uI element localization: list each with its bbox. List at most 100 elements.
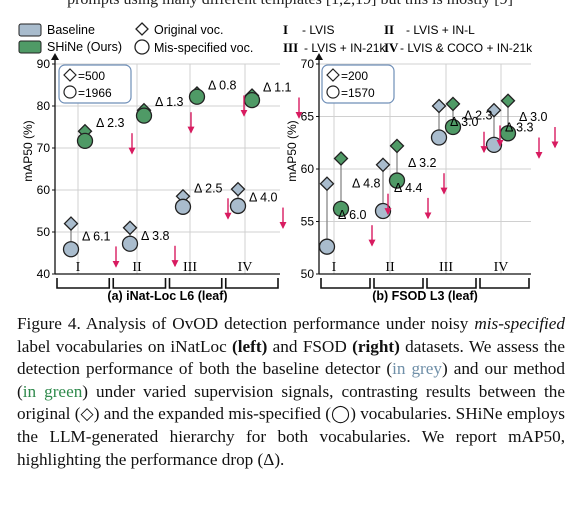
circle-icon: ◯	[330, 404, 351, 424]
category-bracket	[112, 278, 167, 289]
baseline-misspecified-point	[174, 198, 192, 215]
shine-misspecified-point	[332, 200, 350, 218]
baseline-original-point	[375, 157, 391, 173]
delta-label: Δ 3.3	[505, 121, 534, 135]
caption-in-grey: in grey	[392, 359, 442, 379]
x-tick-label: IV	[494, 260, 509, 275]
vocab-size-misspecified: =1570	[341, 86, 375, 100]
x-tick-label: III	[439, 260, 453, 275]
baseline-misspecified-point	[62, 241, 80, 258]
vocab-size-box	[321, 64, 395, 104]
shine-misspecified-point	[388, 172, 406, 189]
caption-bold-left: (left)	[232, 336, 268, 356]
baseline-misspecified-point	[318, 238, 336, 255]
delta-label: Δ 2.3	[96, 116, 125, 130]
caption-text: ) and the expanded mis-specified (	[93, 404, 331, 424]
caption-text: Analysis of OvOD detection performance u…	[80, 314, 475, 333]
caption-italic: mis-specified	[474, 314, 566, 333]
delta-label: Δ 2.5	[194, 181, 223, 195]
legend-code-4-desc: - LVIS & COCO + IN-21k	[400, 41, 533, 55]
baseline-original-point	[319, 176, 335, 192]
y-tick-label: 50	[37, 225, 51, 239]
x-tick-label: I	[76, 260, 81, 275]
y-tick-label: 55	[301, 215, 315, 229]
x-tick-label: I	[332, 260, 337, 275]
x-tick-label: IV	[238, 260, 253, 275]
legend-shine-label: SHiNe (Ours)	[47, 40, 122, 54]
circle-icon	[134, 39, 150, 55]
caption-figure-label: Figure 4.	[17, 314, 81, 333]
y-axis-arrow-icon	[315, 53, 323, 60]
shine-original-point	[389, 138, 405, 154]
circle-icon	[326, 85, 340, 99]
previous-text-line: prompts using many different templates […	[0, 0, 580, 14]
diamond-icon	[135, 22, 149, 36]
diamond-icon: ◇	[80, 404, 94, 424]
figure: Baseline SHiNe (Ours) Original voc. Mis-…	[18, 22, 559, 303]
y-tick-label: 65	[301, 110, 315, 124]
delta-label: Δ 1.1	[263, 81, 292, 95]
diamond-icon	[326, 68, 340, 82]
baseline-original-point	[230, 181, 246, 197]
delta-label: Δ 4.8	[352, 177, 381, 191]
figure-caption: Figure 4. Analysis of OvOD detection per…	[17, 313, 565, 471]
delta-label: Δ 3.8	[141, 229, 170, 243]
baseline-misspecified-point	[229, 197, 247, 215]
baseline-original-point	[431, 98, 447, 114]
delta-label: Δ 3.0	[450, 115, 479, 129]
circle-icon	[63, 85, 77, 99]
category-bracket	[224, 278, 279, 289]
y-axis-label: mAP50 (%)	[21, 120, 35, 181]
vocab-size-original: =500	[78, 69, 105, 83]
baseline-original-point	[486, 102, 502, 118]
shine-original-point	[445, 96, 461, 112]
x-tick-label: III	[183, 260, 197, 275]
y-tick-label: 40	[37, 267, 51, 281]
shine-misspecified-point	[135, 107, 153, 124]
legend-original-label: Original voc.	[154, 23, 223, 37]
diamond-icon	[63, 68, 77, 82]
shine-original-point	[333, 151, 349, 166]
category-bracket	[373, 278, 424, 289]
vocab-size-box	[58, 64, 132, 104]
baseline-misspecified-point	[121, 235, 139, 252]
y-axis-label: mAP50 (%)	[285, 120, 299, 181]
category-bracket	[479, 278, 530, 289]
category-bracket	[426, 278, 477, 289]
category-bracket	[168, 278, 223, 289]
caption-text: ) under varied supervision signals, cont…	[17, 381, 566, 424]
chart-title: (a) iNat-Loc L6 (leaf)	[107, 289, 227, 303]
y-tick-label: 50	[301, 267, 315, 281]
y-tick-label: 70	[301, 57, 315, 71]
caption-bold-right: (right)	[352, 336, 400, 356]
delta-label: Δ 6.0	[338, 208, 367, 222]
y-axis-arrow-icon	[51, 53, 59, 60]
legend-baseline-label: Baseline	[47, 23, 95, 37]
caption-text: ) vocabularies. SHiNe employs the LLM-ge…	[17, 404, 565, 469]
delta-label: Δ 3.2	[408, 156, 437, 170]
y-tick-label: 80	[37, 99, 51, 113]
cut-text: prompts using many different templates […	[0, 0, 580, 9]
caption-text: ) and our method (	[17, 359, 565, 401]
y-tick-label: 60	[37, 183, 51, 197]
legend-code-4: IV	[384, 40, 399, 55]
category-bracket	[320, 278, 371, 289]
x-tick-label: II	[385, 260, 395, 275]
y-tick-label: 60	[301, 162, 315, 176]
legend-code-3-desc: - LVIS + IN-21k	[304, 41, 386, 55]
x-tick-label: II	[132, 260, 142, 275]
delta-label: Δ 4.4	[394, 181, 423, 195]
shine-misspecified-point	[188, 88, 206, 105]
category-bracket	[56, 278, 111, 289]
caption-in-green: in green	[22, 381, 83, 401]
legend-code-2-desc: - LVIS + IN-L	[406, 23, 475, 37]
shine-misspecified-point	[76, 132, 94, 150]
caption-text: and FSOD	[267, 336, 353, 356]
baseline-misspecified-point	[430, 129, 448, 146]
delta-label: Δ 4.0	[249, 191, 278, 205]
legend-code-1: I	[283, 22, 288, 37]
chart-title: (b) FSOD L3 (leaf)	[372, 289, 478, 303]
legend-baseline-swatch	[18, 23, 42, 37]
